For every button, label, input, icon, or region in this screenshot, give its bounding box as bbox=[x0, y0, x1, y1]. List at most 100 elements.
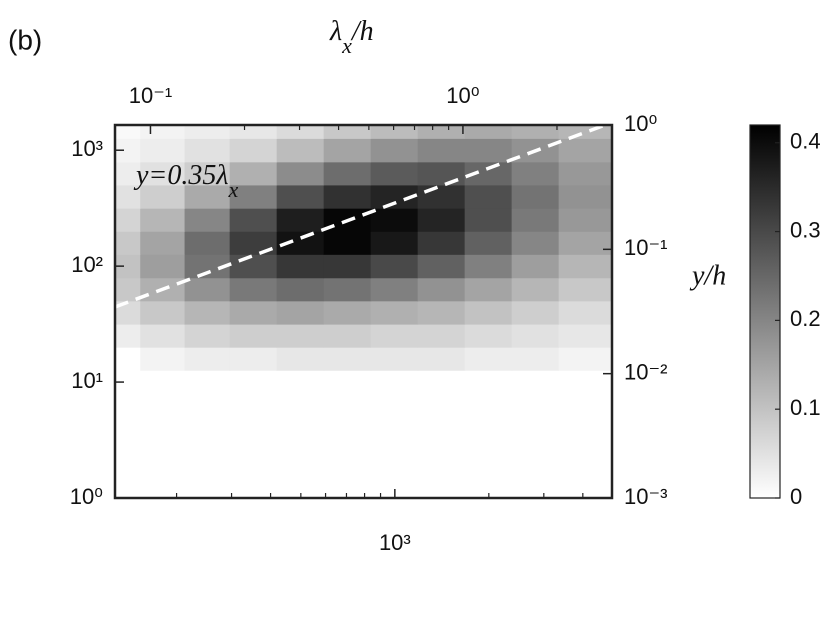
field-cell bbox=[115, 300, 141, 325]
field-cell bbox=[558, 254, 612, 279]
field-cell bbox=[464, 370, 513, 395]
field-cell bbox=[370, 231, 419, 255]
field-cell bbox=[370, 161, 419, 186]
field-cell bbox=[417, 416, 466, 441]
field-cell bbox=[323, 231, 372, 255]
field-cell bbox=[229, 370, 278, 395]
field-cell bbox=[140, 208, 186, 232]
field-cell bbox=[140, 161, 186, 186]
field-cell bbox=[276, 370, 325, 395]
field-cell bbox=[464, 208, 513, 232]
field-cell bbox=[184, 440, 231, 464]
field-cell bbox=[417, 370, 466, 395]
field-cell bbox=[370, 463, 419, 487]
field-cell bbox=[184, 370, 231, 395]
field-cell bbox=[323, 347, 372, 371]
field-cell bbox=[558, 138, 612, 163]
field-cell bbox=[370, 184, 419, 209]
field-cell bbox=[323, 463, 372, 487]
field-cell bbox=[229, 161, 278, 186]
colorbar-tick-label: 0.4 bbox=[790, 129, 821, 154]
x-tick-label: 10³ bbox=[379, 530, 411, 555]
field-cell bbox=[511, 393, 560, 418]
field-cell bbox=[229, 486, 278, 498]
field-cell bbox=[184, 138, 231, 163]
field-cell bbox=[115, 231, 141, 255]
field-cell bbox=[115, 184, 141, 209]
field-cell bbox=[229, 440, 278, 464]
field-cell bbox=[464, 125, 513, 139]
field-cell bbox=[229, 393, 278, 418]
field-cell bbox=[115, 208, 141, 232]
field-cell bbox=[115, 370, 141, 395]
field-cell bbox=[511, 184, 560, 209]
field-cell bbox=[140, 324, 186, 348]
field-cell bbox=[229, 300, 278, 325]
field-cell bbox=[417, 277, 466, 302]
field-cell bbox=[229, 231, 278, 255]
field-cell bbox=[140, 300, 186, 325]
field-cell bbox=[276, 440, 325, 464]
field-cell bbox=[558, 393, 612, 418]
field-cell bbox=[184, 277, 231, 302]
ridge-line bbox=[115, 125, 611, 309]
field-cell bbox=[558, 463, 612, 487]
field-cell bbox=[115, 416, 141, 441]
field-cell bbox=[464, 324, 513, 348]
y2-tick-label: 10⁰ bbox=[624, 111, 657, 136]
field-cell bbox=[417, 324, 466, 348]
field-cell bbox=[229, 463, 278, 487]
y2-tick-label: 10⁻¹ bbox=[624, 235, 667, 260]
field-cell bbox=[511, 231, 560, 255]
field-cell bbox=[464, 231, 513, 255]
field-cell bbox=[511, 416, 560, 441]
colorbar-tick-label: 0.1 bbox=[790, 395, 821, 420]
field-cell bbox=[558, 208, 612, 232]
field-cell bbox=[229, 347, 278, 371]
field-cell bbox=[464, 277, 513, 302]
field-cell bbox=[184, 208, 231, 232]
field-cell bbox=[140, 254, 186, 279]
field-cell bbox=[323, 300, 372, 325]
field-cell bbox=[323, 125, 372, 139]
colorbar-tick-label: 0.3 bbox=[790, 217, 821, 242]
field-cell bbox=[370, 416, 419, 441]
field-cell bbox=[140, 463, 186, 487]
field-cell bbox=[417, 184, 466, 209]
field-cell bbox=[276, 324, 325, 348]
field-cell bbox=[276, 393, 325, 418]
label-symbol: λ bbox=[329, 16, 342, 47]
field-cell bbox=[511, 125, 560, 139]
field-cell bbox=[276, 347, 325, 371]
field-cell bbox=[276, 416, 325, 441]
field-cell bbox=[276, 463, 325, 487]
y-tick-label: 10² bbox=[71, 252, 103, 277]
field-cell bbox=[417, 486, 466, 498]
field-cell bbox=[140, 370, 186, 395]
field-cell bbox=[417, 347, 466, 371]
field-cell bbox=[229, 277, 278, 302]
field-cell bbox=[276, 300, 325, 325]
field-cell bbox=[276, 138, 325, 163]
y2-tick-label: 10⁻² bbox=[624, 359, 667, 384]
field-cell bbox=[417, 138, 466, 163]
field-cell bbox=[229, 416, 278, 441]
overlay bbox=[115, 125, 611, 309]
field-cell bbox=[140, 138, 186, 163]
x2-tick-label: 10⁰ bbox=[446, 83, 479, 108]
field-cell bbox=[276, 208, 325, 232]
field-cell bbox=[370, 277, 419, 302]
field-cell bbox=[417, 463, 466, 487]
field-cell bbox=[464, 347, 513, 371]
field-cell bbox=[184, 347, 231, 371]
field-cell bbox=[511, 440, 560, 464]
field-cell bbox=[115, 347, 141, 371]
field-cell bbox=[140, 440, 186, 464]
field-cell bbox=[184, 184, 231, 209]
field-cell bbox=[229, 208, 278, 232]
field-cell bbox=[276, 486, 325, 498]
field-cell bbox=[370, 300, 419, 325]
field-cell bbox=[276, 184, 325, 209]
field-cell bbox=[370, 324, 419, 348]
field-cell bbox=[184, 231, 231, 255]
